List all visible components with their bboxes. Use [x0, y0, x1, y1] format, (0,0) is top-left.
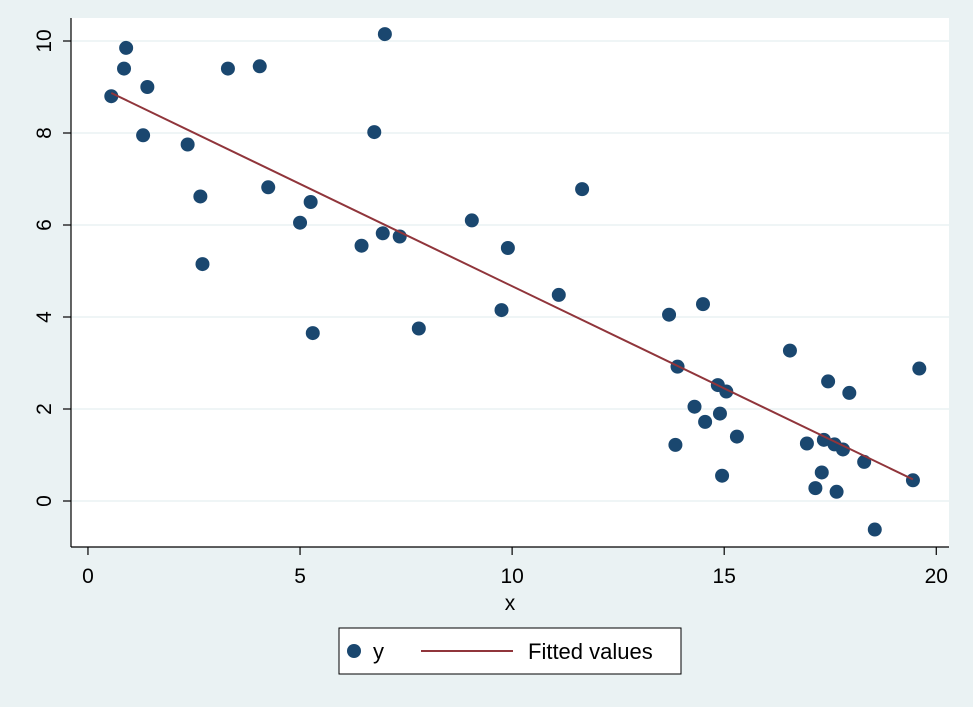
scatter-point: [261, 180, 276, 195]
scatter-point: [668, 437, 683, 452]
scatter-point: [305, 326, 320, 341]
scatter-point: [842, 385, 857, 400]
scatter-point: [367, 125, 382, 140]
data-marks: [104, 27, 927, 537]
legend-label-fitted: Fitted values: [528, 639, 653, 664]
scatter-point: [799, 436, 814, 451]
scatter-point: [729, 429, 744, 444]
scatter-point: [575, 182, 590, 197]
legend-box: [338, 627, 682, 675]
y-tick-label: 10: [33, 29, 56, 52]
scatter-point: [821, 374, 836, 389]
x-tick-label: 5: [294, 565, 306, 588]
scatter-point: [195, 257, 210, 272]
grid-lines: [71, 40, 949, 502]
legend-marker-y: [347, 644, 361, 658]
scatter-point: [695, 297, 710, 312]
scatter-point: [354, 238, 369, 253]
scatter-point: [140, 80, 155, 94]
scatter-point: [808, 481, 823, 496]
x-tick-label: 15: [713, 565, 736, 588]
scatter-point: [662, 307, 677, 322]
fitted-line: [110, 92, 914, 481]
y-axis-ticks: 0 2 4 6 8 10: [33, 29, 71, 507]
scatter-point: [375, 226, 390, 241]
scatter-point: [220, 61, 235, 76]
plot-area: [71, 18, 949, 547]
scatter-point: [814, 465, 829, 480]
scatter-point: [293, 215, 308, 230]
y-tick-label: 4: [33, 311, 56, 323]
legend: y Fitted values: [338, 627, 682, 675]
scatter-point: [494, 303, 509, 318]
scatter-point: [715, 468, 730, 483]
scatter-point: [857, 454, 872, 469]
scatter-point: [377, 27, 392, 42]
scatter-point: [117, 61, 132, 76]
scatter-point: [411, 321, 426, 336]
scatter-point: [464, 213, 479, 228]
x-tick-label: 0: [82, 565, 94, 588]
scatter-point: [835, 442, 850, 457]
scatter-point: [119, 40, 134, 55]
scatter-point: [687, 399, 702, 414]
scatter-point: [867, 522, 882, 537]
y-tick-label: 2: [33, 403, 56, 415]
scatter-point: [905, 473, 920, 488]
scatter-point: [136, 128, 151, 143]
scatter-point: [698, 414, 713, 429]
scatter-point: [829, 484, 844, 499]
scatter-point: [193, 189, 208, 204]
scatter-point: [180, 137, 195, 152]
y-tick-label: 6: [33, 219, 56, 231]
x-axis-ticks: 0 5 10 15 20: [82, 547, 948, 588]
scatter-point: [303, 195, 318, 209]
scatter-point: [252, 59, 267, 74]
scatter-point: [912, 361, 927, 376]
scatter-point: [104, 89, 119, 104]
scatter-point: [551, 287, 566, 302]
x-tick-label: 20: [925, 565, 948, 588]
legend-label-y: y: [373, 639, 384, 664]
scatter-point: [782, 343, 797, 358]
y-tick-label: 0: [33, 495, 56, 507]
scatter-point: [500, 241, 515, 255]
y-tick-label: 8: [33, 127, 56, 139]
x-tick-label: 10: [500, 565, 523, 588]
scatter-point: [816, 432, 831, 447]
x-axis-title: x: [505, 592, 516, 615]
scatter-point: [712, 406, 727, 421]
